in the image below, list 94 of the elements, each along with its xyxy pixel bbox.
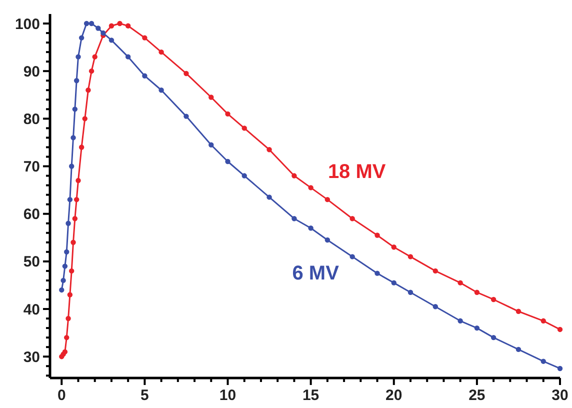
y-tick-label: 100: [14, 16, 40, 33]
point: [557, 366, 563, 372]
point: [84, 20, 90, 26]
point: [266, 147, 272, 152]
y-tick-label: 50: [23, 254, 40, 271]
point: [72, 106, 78, 112]
point: [292, 216, 297, 222]
point: [62, 349, 68, 354]
x-tick-label: 25: [468, 387, 486, 404]
point: [225, 158, 230, 164]
point: [72, 216, 78, 222]
point: [490, 296, 496, 302]
x-tick-label: 10: [219, 387, 236, 404]
point: [458, 280, 463, 286]
point: [88, 20, 94, 26]
point: [158, 49, 164, 55]
point: [68, 268, 74, 274]
point: [100, 30, 106, 36]
point: [208, 94, 214, 100]
point: [76, 178, 81, 184]
point: [266, 194, 272, 200]
y-tick-label: 30: [23, 348, 40, 366]
x-tick-label: 5: [140, 387, 149, 404]
point: [142, 73, 148, 78]
series-label: 6 MV: [292, 262, 340, 285]
point: [67, 196, 73, 202]
point: [324, 196, 330, 202]
point: [350, 216, 355, 222]
point: [557, 326, 563, 332]
point: [82, 116, 88, 122]
point: [142, 35, 148, 40]
y-tick-label: 70: [23, 158, 40, 176]
x-tick-label: 15: [302, 387, 320, 404]
point: [242, 126, 247, 131]
point: [76, 54, 81, 60]
point: [86, 88, 91, 93]
point: [184, 114, 189, 119]
point: [391, 244, 396, 250]
point: [70, 240, 76, 245]
point: [374, 270, 380, 276]
point: [408, 290, 414, 295]
point: [540, 318, 546, 324]
point: [324, 237, 330, 243]
point: [391, 280, 396, 286]
point: [308, 226, 314, 231]
point: [68, 164, 74, 169]
point: [308, 185, 314, 190]
point: [66, 220, 71, 226]
point: [66, 316, 71, 322]
point: [74, 78, 80, 84]
point: [125, 23, 131, 28]
point: [516, 308, 522, 314]
point: [64, 249, 70, 255]
point: [242, 173, 247, 178]
point: [67, 292, 73, 298]
series-label: 18 MV: [328, 160, 386, 183]
point: [92, 54, 98, 60]
x-tick-label: 20: [386, 387, 402, 404]
point: [70, 135, 76, 140]
point: [516, 346, 522, 352]
point: [184, 70, 189, 76]
point: [432, 268, 438, 274]
point: [292, 173, 297, 178]
point: [78, 144, 84, 150]
point: [408, 254, 414, 260]
y-tick-label: 40: [23, 301, 40, 318]
y-tick-label: 80: [23, 110, 40, 128]
point: [108, 38, 114, 43]
point: [350, 254, 355, 260]
point: [62, 264, 68, 269]
point: [208, 142, 214, 148]
point: [158, 88, 164, 93]
y-tick-label: 60: [23, 206, 40, 224]
point: [64, 334, 70, 340]
point: [490, 334, 496, 340]
point: [96, 26, 101, 31]
point: [474, 290, 480, 295]
point: [540, 358, 546, 364]
x-tick-label: 30: [552, 387, 568, 404]
y-tick-label: 90: [23, 63, 40, 80]
point: [88, 68, 94, 74]
point: [474, 325, 480, 331]
point: [108, 23, 114, 28]
point: [78, 35, 84, 40]
point: [225, 111, 230, 117]
point: [125, 54, 131, 60]
x-tick-label: 0: [57, 387, 66, 404]
point: [117, 20, 122, 26]
point: [458, 318, 463, 324]
point: [374, 232, 380, 238]
point: [59, 287, 64, 293]
point: [74, 196, 80, 202]
point: [60, 278, 66, 284]
point: [432, 304, 438, 310]
